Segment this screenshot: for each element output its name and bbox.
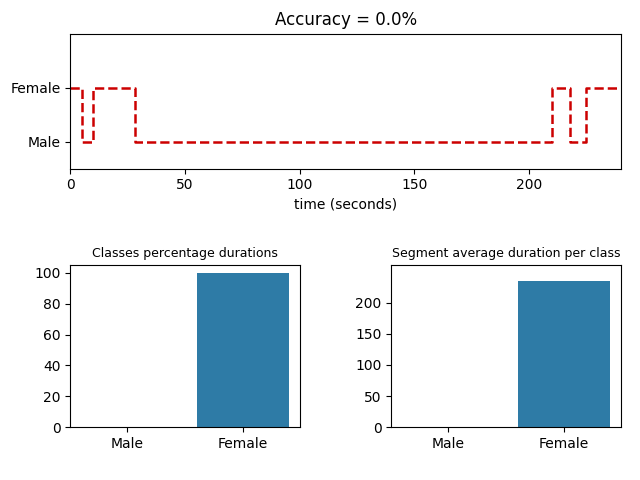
Title: Segment average duration per class: Segment average duration per class: [392, 247, 620, 260]
X-axis label: time (seconds): time (seconds): [294, 198, 397, 212]
Bar: [518, 281, 611, 427]
Title: Classes percentage durations: Classes percentage durations: [92, 247, 278, 260]
Title: Accuracy = 0.0%: Accuracy = 0.0%: [275, 11, 417, 29]
Bar: [196, 273, 289, 427]
